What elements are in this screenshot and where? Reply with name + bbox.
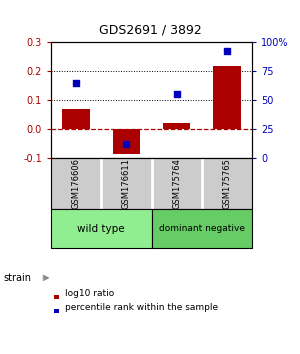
Bar bbox=[163, 123, 190, 129]
Bar bbox=[213, 65, 241, 129]
Text: GDS2691 / 3892: GDS2691 / 3892 bbox=[99, 23, 201, 36]
Text: GSM176611: GSM176611 bbox=[122, 158, 131, 209]
Text: dominant negative: dominant negative bbox=[159, 224, 245, 233]
Bar bbox=[62, 109, 90, 129]
Text: GSM175764: GSM175764 bbox=[172, 158, 181, 209]
Point bbox=[124, 141, 129, 147]
Bar bbox=[152, 209, 252, 248]
Bar bbox=[51, 209, 152, 248]
Point bbox=[74, 80, 79, 86]
Bar bbox=[112, 129, 140, 154]
Text: percentile rank within the sample: percentile rank within the sample bbox=[65, 303, 218, 312]
Text: wild type: wild type bbox=[77, 224, 125, 234]
Text: GSM175765: GSM175765 bbox=[222, 158, 231, 209]
Text: log10 ratio: log10 ratio bbox=[65, 289, 115, 298]
Text: GSM176606: GSM176606 bbox=[72, 158, 81, 209]
Text: strain: strain bbox=[3, 273, 31, 283]
Point bbox=[224, 48, 229, 53]
Point bbox=[174, 92, 179, 97]
